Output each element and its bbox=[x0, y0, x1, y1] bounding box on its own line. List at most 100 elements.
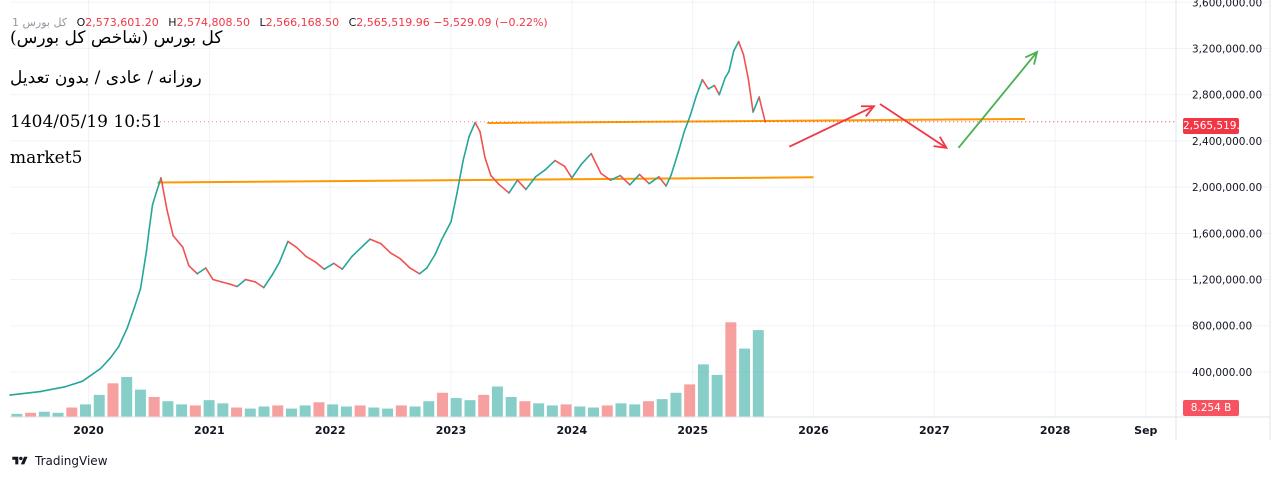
volume-bar bbox=[203, 400, 215, 417]
y-tick-label: 400,000.00 bbox=[1192, 367, 1252, 379]
series-segment bbox=[468, 121, 476, 138]
volume-bar bbox=[519, 401, 531, 417]
volume-bar bbox=[162, 401, 174, 417]
series-segment bbox=[160, 177, 168, 212]
x-tick-label: 2026 bbox=[798, 424, 829, 437]
volume-bar bbox=[244, 408, 256, 417]
volume-bar bbox=[38, 411, 50, 417]
series-segment bbox=[658, 175, 667, 187]
series-segment bbox=[295, 246, 307, 258]
series-segment bbox=[151, 192, 158, 206]
series-segment bbox=[426, 253, 437, 269]
volume-bar bbox=[478, 394, 490, 417]
volume-bar bbox=[546, 405, 558, 417]
series-segment bbox=[484, 156, 492, 177]
volume-bar bbox=[231, 407, 243, 417]
x-tick-label: 2023 bbox=[436, 424, 467, 437]
series-segment bbox=[670, 151, 679, 177]
series-segment bbox=[544, 159, 556, 171]
series-segment bbox=[718, 76, 727, 96]
tradingview-logo-icon bbox=[12, 456, 28, 465]
volume-bar bbox=[697, 364, 709, 417]
x-tick-label: 2028 bbox=[1040, 424, 1071, 437]
series-segment bbox=[133, 287, 142, 309]
tradingview-brand[interactable]: TradingView bbox=[10, 454, 108, 468]
x-tick-label: 2021 bbox=[194, 424, 225, 437]
volume-bar bbox=[148, 397, 160, 417]
trendline bbox=[157, 176, 814, 184]
overlay-title: کل بورس (شاخص کل بورس) bbox=[10, 28, 223, 48]
volume-bar bbox=[615, 403, 627, 417]
series-segment bbox=[126, 306, 136, 329]
arrow-head bbox=[933, 136, 949, 149]
series-segment bbox=[456, 159, 464, 194]
volume-bar bbox=[491, 386, 503, 417]
series-segment bbox=[648, 175, 660, 185]
series-segment bbox=[707, 84, 716, 90]
volume-bar bbox=[588, 407, 600, 417]
series-segment bbox=[204, 267, 214, 281]
volume-bar bbox=[80, 404, 92, 417]
volume-bar bbox=[285, 408, 297, 417]
series-segment bbox=[580, 152, 592, 165]
series-segment bbox=[380, 242, 392, 254]
brand-label: TradingView bbox=[35, 454, 108, 468]
y-tick-label: 3,200,000.00 bbox=[1192, 44, 1262, 56]
series-segment bbox=[212, 278, 223, 283]
series-segment bbox=[724, 70, 730, 79]
series-segment bbox=[39, 386, 66, 393]
series-segment bbox=[117, 327, 129, 348]
series-segment bbox=[148, 203, 154, 232]
volume-bar bbox=[725, 322, 737, 417]
volume-bar bbox=[642, 401, 654, 417]
y-tick-label: 1,600,000.00 bbox=[1192, 228, 1262, 240]
series-segment bbox=[63, 380, 84, 388]
series-segment bbox=[638, 173, 650, 185]
volume-bar bbox=[121, 377, 133, 417]
series-segment bbox=[262, 274, 273, 289]
overlay-datetime: 1404/05/19 10:51 bbox=[10, 112, 163, 132]
series-segment bbox=[525, 175, 537, 191]
volume-bar bbox=[629, 404, 641, 417]
series-segment bbox=[145, 230, 150, 252]
series-segment bbox=[665, 174, 672, 187]
series-segment bbox=[571, 163, 583, 179]
series-segment bbox=[758, 96, 766, 123]
volume-bar bbox=[574, 406, 586, 417]
y-tick-label: 800,000.00 bbox=[1192, 321, 1252, 333]
series-segment bbox=[229, 283, 238, 288]
volume-bar bbox=[423, 401, 435, 417]
volume-bar bbox=[272, 405, 284, 417]
volume-bar bbox=[382, 408, 394, 417]
ohlc-legend: 1 کل بورس O2,573,601.20 H2,574,808.50 L2… bbox=[12, 16, 548, 29]
open-label: O bbox=[76, 16, 86, 29]
volume-bar bbox=[340, 406, 352, 417]
series-segment bbox=[713, 84, 721, 96]
series-segment bbox=[445, 220, 452, 232]
volume-bar bbox=[299, 405, 311, 417]
series-segment bbox=[271, 261, 281, 276]
volume-bar bbox=[560, 404, 572, 417]
series-segment bbox=[474, 121, 481, 133]
series-segment bbox=[172, 234, 184, 248]
series-segment bbox=[534, 169, 547, 178]
volume-bar bbox=[189, 405, 201, 417]
volume-bar bbox=[739, 348, 751, 417]
high-value: 2,574,808.50 bbox=[176, 16, 250, 29]
volume-bar bbox=[52, 412, 64, 417]
y-tick-label: 2,000,000.00 bbox=[1192, 182, 1262, 194]
volume-bar bbox=[752, 330, 764, 417]
series-segment bbox=[333, 262, 344, 270]
volume-bar bbox=[409, 406, 421, 417]
arrow-head bbox=[1024, 50, 1039, 65]
volume-bar bbox=[25, 412, 37, 417]
volume-bar bbox=[533, 403, 545, 417]
x-tick-label: 2022 bbox=[315, 424, 346, 437]
series-segment bbox=[399, 257, 411, 269]
x-tick-label: Sep bbox=[1134, 424, 1157, 437]
series-segment bbox=[554, 159, 566, 168]
series-segment bbox=[409, 267, 421, 275]
series-segment bbox=[508, 179, 519, 194]
last-price-tag: 2,565,519.96 bbox=[1183, 118, 1254, 134]
